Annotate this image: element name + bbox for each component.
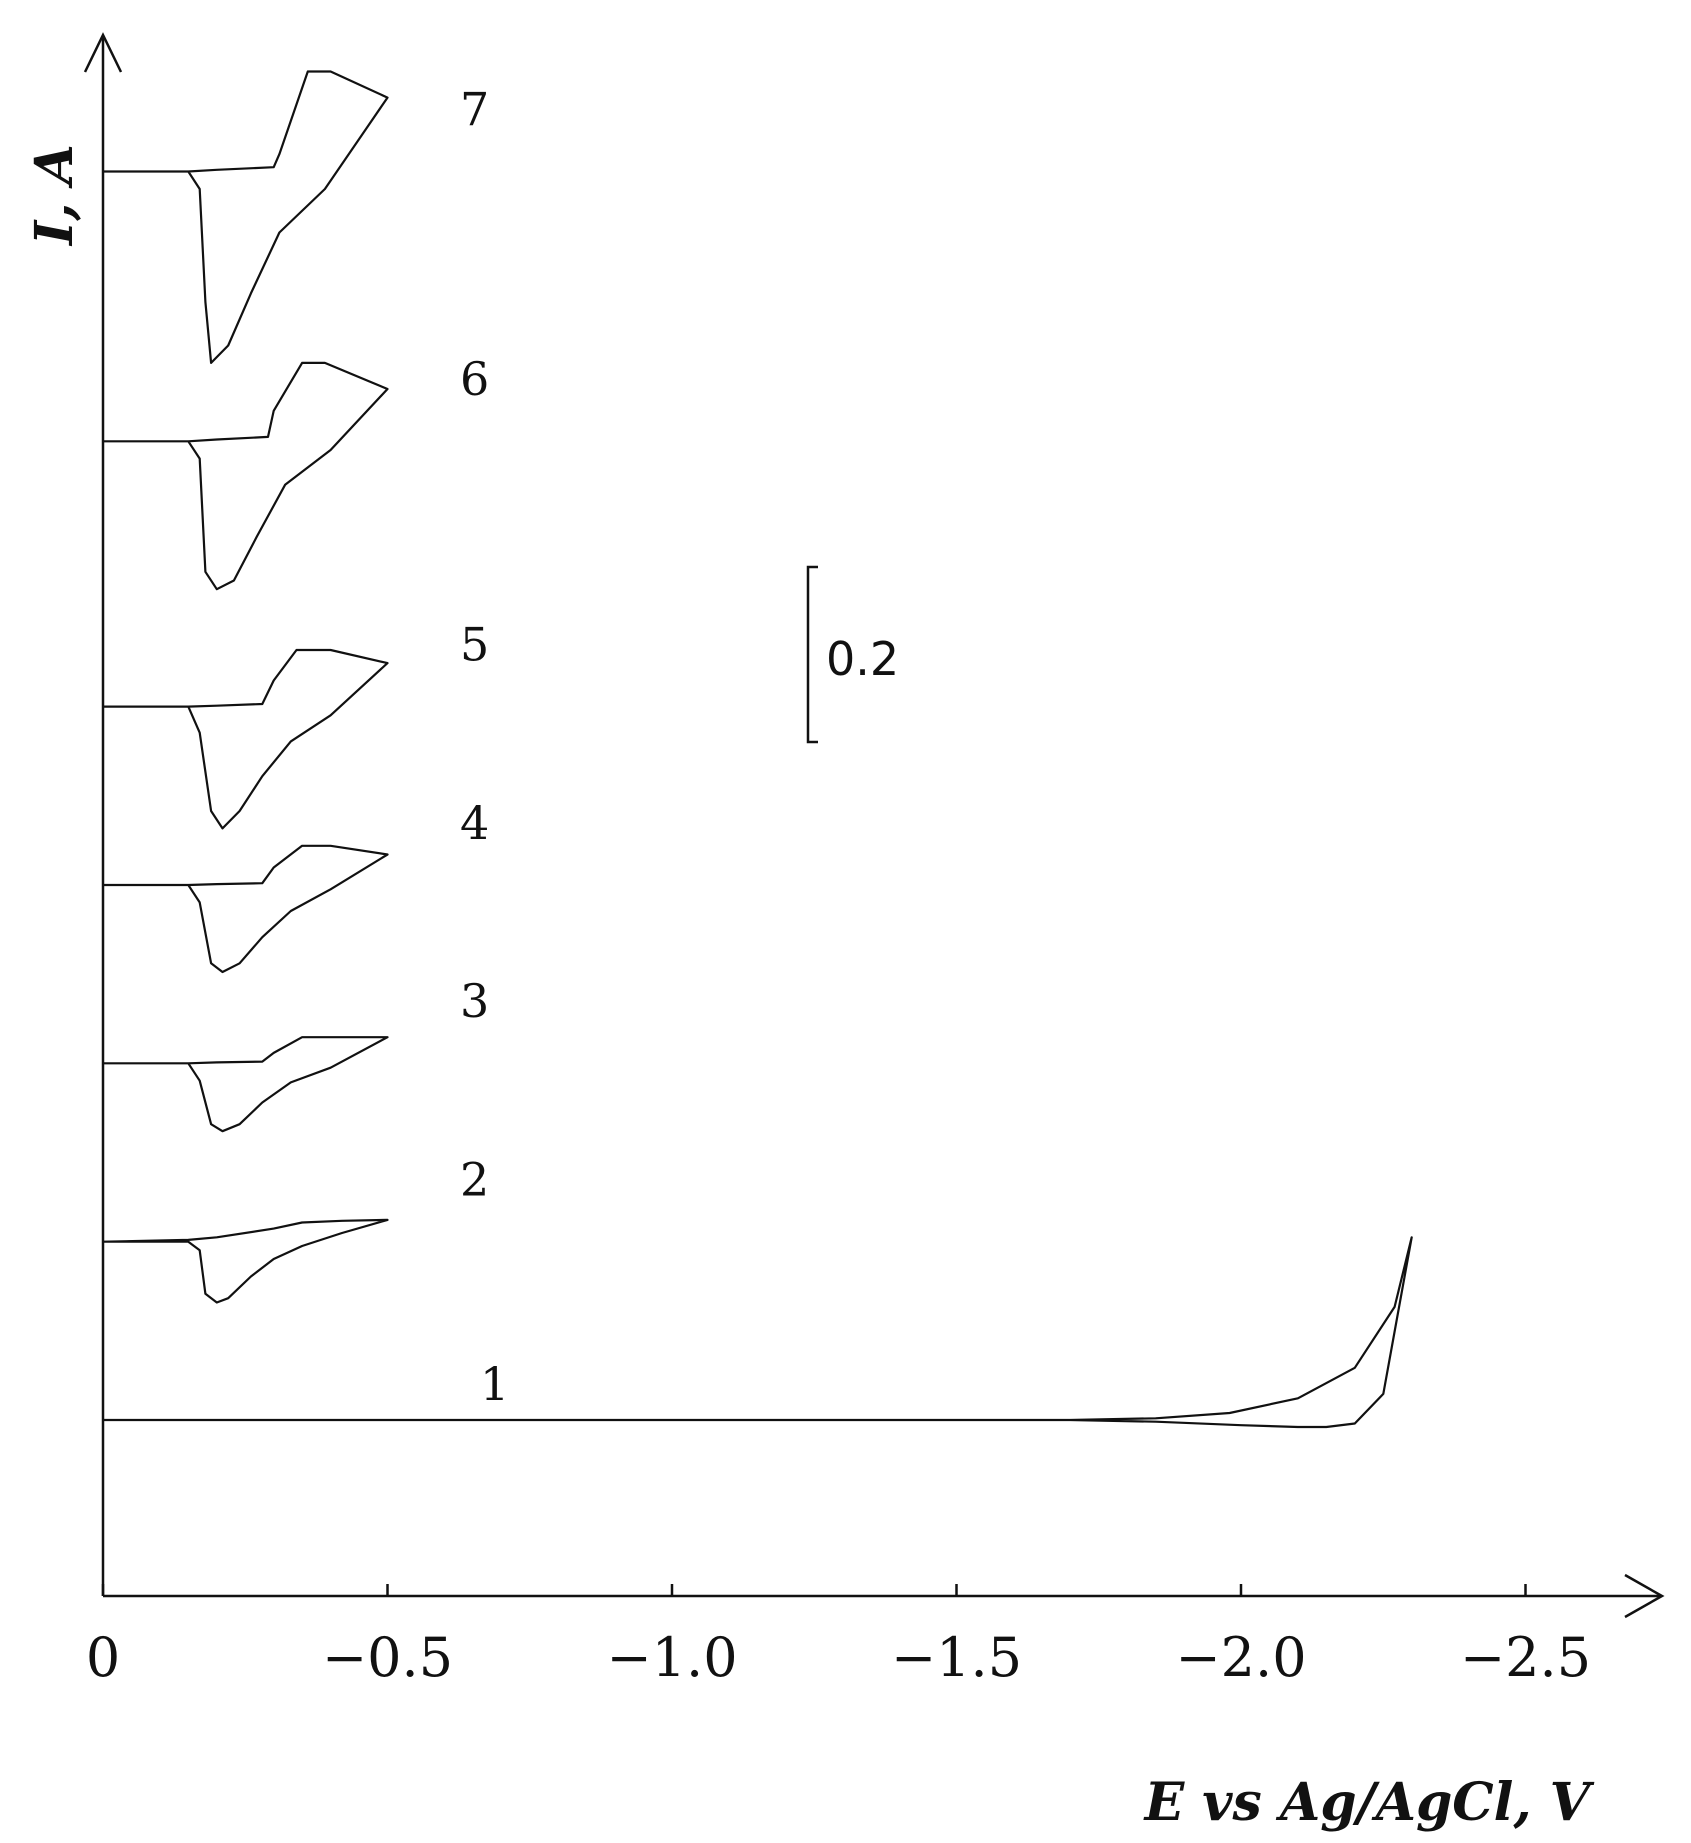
x-axis-arrow-icon <box>1624 1573 1665 1619</box>
x-axis: 0 −0.5 −1.0 −1.5 −2.0 −2.5 E vs Ag/AgCl, V <box>86 1573 1665 1833</box>
series-2-line <box>102 1218 389 1304</box>
x-tick-label: −1.5 <box>891 1626 1022 1689</box>
series-4-line <box>103 844 389 974</box>
series-4-label: 4 <box>460 796 489 850</box>
series-5-line <box>103 648 389 830</box>
scale-bar-label: 0.2 <box>826 632 899 686</box>
x-tick-label: −2.0 <box>1175 1626 1306 1689</box>
series-1-label: 1 <box>480 1357 509 1411</box>
x-tick-label: 0 <box>86 1626 120 1689</box>
x-axis-title: E vs Ag/AgCl, V <box>1143 1772 1595 1833</box>
x-tick-label: −1.0 <box>606 1626 737 1689</box>
y-axis-arrow-icon <box>83 32 123 73</box>
series-2-label: 2 <box>460 1153 489 1207</box>
series-5-label: 5 <box>460 618 489 672</box>
series-6-line <box>103 361 389 591</box>
series-6-label: 6 <box>460 352 489 406</box>
series-3-label: 3 <box>460 974 489 1028</box>
x-tick-label: −0.5 <box>322 1626 453 1689</box>
x-tick-label: −2.5 <box>1460 1626 1591 1689</box>
series-7-line <box>103 70 389 364</box>
series-3-line <box>103 1036 389 1133</box>
series-7-label: 7 <box>460 82 489 136</box>
scale-bar-line <box>806 565 818 744</box>
scale-bar: 0.2 <box>806 565 899 744</box>
y-axis: I, A <box>24 32 123 1596</box>
y-axis-title: I, A <box>24 144 85 247</box>
series-1-line <box>103 1236 1413 1429</box>
